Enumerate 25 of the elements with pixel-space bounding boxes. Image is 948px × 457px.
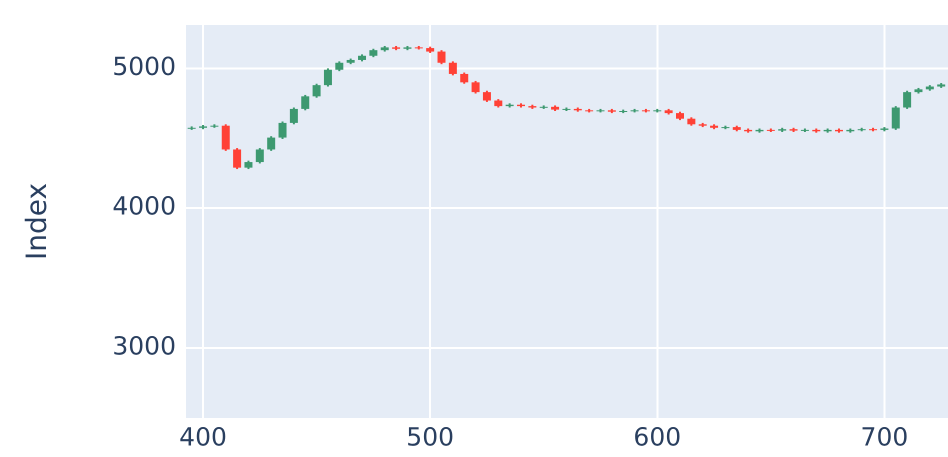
x-tick-label: 500: [406, 422, 454, 452]
candlestick: [335, 60, 344, 72]
candlestick: [903, 90, 912, 110]
candlestick: [460, 72, 468, 85]
candlestick: [301, 94, 310, 112]
candlestick: [256, 147, 264, 164]
candlestick: [222, 123, 230, 152]
x-tick-label: 400: [179, 422, 227, 452]
candlestick: [267, 135, 276, 152]
candlestick: [472, 80, 480, 95]
candlestick: [438, 49, 446, 66]
candlestick: [290, 106, 298, 126]
candlestick: [324, 67, 332, 88]
candlestick: [892, 105, 900, 131]
candlestick: [448, 60, 457, 76]
y-tick-label: 3000: [112, 332, 176, 361]
x-tick-label: 600: [633, 422, 682, 452]
y-tick-label: 5000: [112, 52, 176, 81]
candlestick: [233, 147, 242, 170]
y-tick-label: 4000: [112, 192, 176, 221]
x-tick-label: 700: [860, 422, 908, 452]
candlestick: [278, 120, 287, 140]
candlestick: [312, 82, 321, 99]
y-axis-title: Index: [20, 182, 54, 260]
candlestick: [482, 90, 491, 103]
